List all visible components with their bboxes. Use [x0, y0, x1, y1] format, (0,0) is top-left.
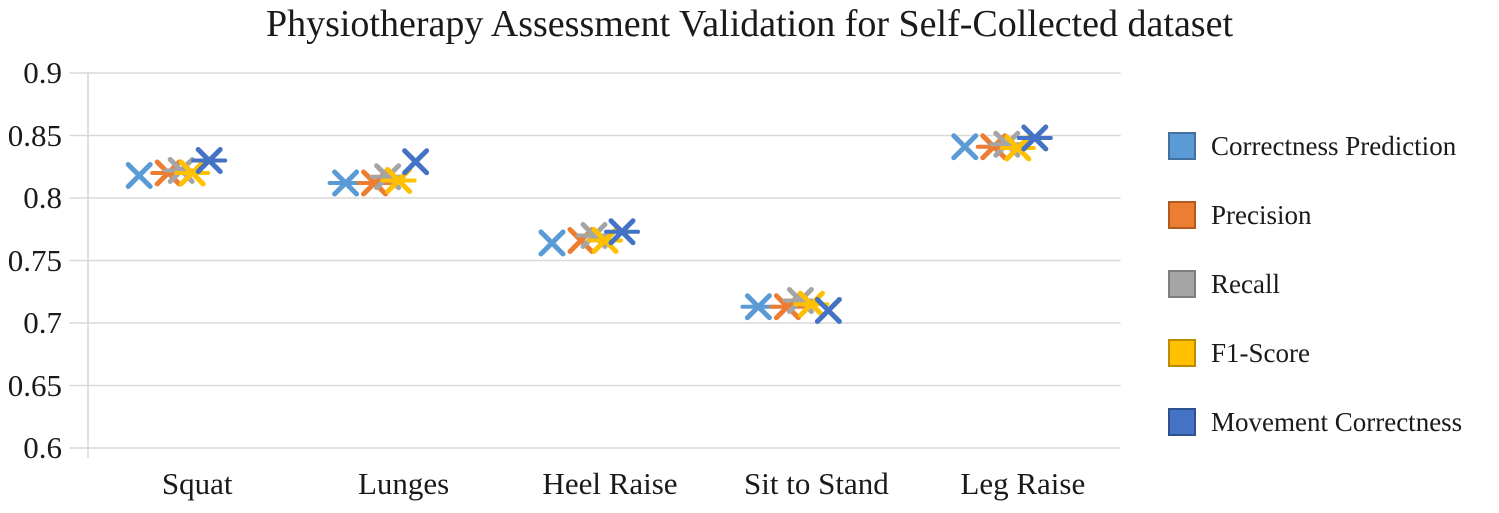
x-tick-label: Leg Raise [960, 466, 1086, 501]
legend-label: Movement Correctness [1211, 406, 1463, 437]
y-tick-label: 0.9 [23, 55, 62, 90]
data-point-marker [951, 133, 979, 161]
data-point-marker [538, 229, 566, 257]
legend-item: Recall [1168, 267, 1280, 301]
legend-label: F1-Score [1211, 337, 1310, 368]
legend-label: Recall [1211, 268, 1280, 299]
data-point-marker [125, 162, 153, 189]
legend-swatch-icon [1168, 339, 1196, 367]
y-tick-label: 0.65 [7, 367, 62, 403]
legend-item: Movement Correctness [1168, 405, 1462, 439]
legend-swatch-icon [1168, 132, 1196, 160]
x-tick-label: Sit to Stand [744, 466, 889, 501]
legend-label: Precision [1211, 199, 1312, 230]
legend-item: Precision [1168, 198, 1312, 232]
legend-swatch-icon [1168, 270, 1196, 298]
y-tick-label: 0.75 [7, 242, 62, 278]
y-tick-label: 0.85 [7, 117, 62, 153]
x-tick-label: Squat [161, 466, 233, 501]
chart-title: Physiotherapy Assessment Validation for … [265, 3, 1234, 45]
y-tick-label: 0.7 [23, 305, 62, 340]
x-tick-label: Heel Raise [542, 466, 678, 501]
legend-item: F1-Score [1168, 336, 1310, 370]
x-tick-label: Lunges [357, 466, 450, 501]
legend-label: Correctness Prediction [1211, 130, 1457, 161]
legend-swatch-icon [1168, 408, 1196, 436]
data-point-marker [814, 297, 842, 324]
legend-swatch-icon [1168, 201, 1196, 229]
data-point-marker [402, 148, 430, 176]
legend: Correctness Prediction Precision Recall F1-… [1168, 0, 1499, 513]
legend-item: Correctness Prediction [1168, 129, 1456, 163]
y-tick-label: 0.8 [23, 180, 62, 215]
y-tick-label: 0.6 [23, 430, 62, 465]
